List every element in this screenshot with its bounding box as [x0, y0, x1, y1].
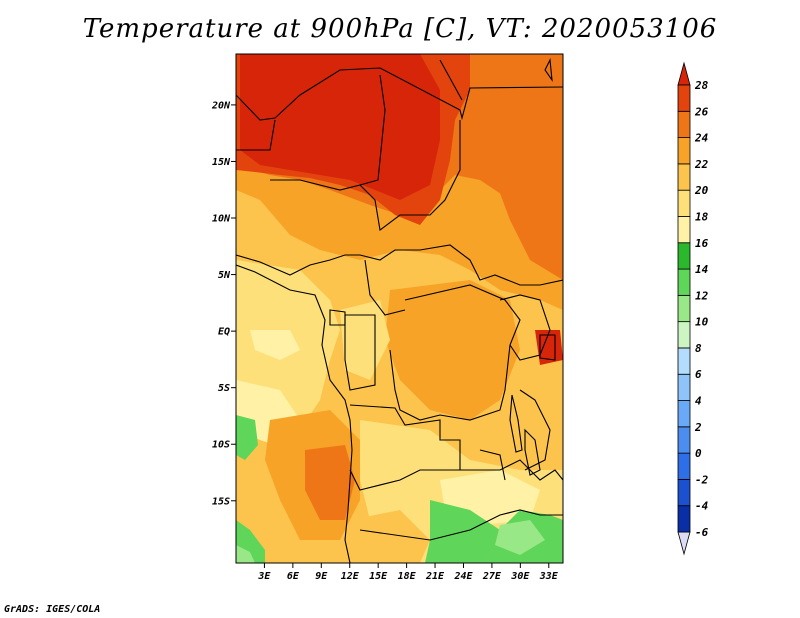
colorbar-swatch	[677, 268, 691, 296]
lon-tick-label: 24E	[453, 571, 473, 582]
map-title: Temperature at 900hPa [C], VT: 202005310…	[82, 14, 718, 44]
colorbar-level-label: 20	[694, 184, 709, 197]
temperature-field	[236, 54, 563, 563]
colorbar-swatch	[677, 505, 691, 533]
colorbar-swatch	[677, 216, 691, 244]
lon-tick-label: 3E	[257, 571, 271, 582]
lat-tick-label: 15S	[212, 496, 230, 507]
lat-tick-label: EQ	[218, 327, 230, 338]
colorbar-swatch	[677, 479, 691, 507]
colorbar-swatch	[677, 110, 691, 138]
colorbar-swatch	[677, 242, 691, 270]
lon-tick-label: 15E	[369, 571, 388, 582]
colorbar-level-label: 26	[694, 105, 709, 118]
colorbar-level-label: -4	[695, 500, 709, 513]
colorbar-level-label: 12	[695, 289, 709, 302]
lon-tick-label: 6E	[287, 571, 300, 582]
lon-tick-label: 33E	[539, 571, 559, 582]
colorbar-swatch	[677, 163, 691, 191]
lon-tick-label: 12E	[341, 571, 360, 582]
lon-tick-label: 9E	[315, 571, 328, 582]
colorbar-level-label: -6	[695, 526, 709, 539]
colorbar-high-cap	[677, 61, 691, 86]
lon-tick-label: 27E	[482, 571, 502, 582]
lat-tick-label: 5N	[218, 270, 231, 281]
latitude-axis: 20N 15N 10N 5N EQ 5S 10S 15S	[211, 100, 236, 507]
lat-tick-label: 10S	[212, 440, 230, 451]
colorbar-level-label: 16	[695, 237, 709, 250]
colorbar-swatch	[677, 373, 691, 401]
colorbar-level-label: 2	[694, 421, 702, 434]
colorbar-level-label: 14	[695, 263, 709, 276]
lat-tick-label: 5S	[218, 383, 230, 394]
colorbar-level-label: 10	[695, 316, 709, 329]
colorbar-level-label: 28	[694, 79, 709, 92]
colorbar-swatch	[677, 189, 691, 217]
lat-tick-label: 15N	[212, 157, 231, 168]
colorbar-level-label: 0	[695, 447, 702, 460]
colorbar-low-cap	[677, 531, 691, 556]
colorbar-level-label: 18	[695, 210, 709, 223]
lat-tick-label: 10N	[212, 214, 231, 225]
colorbar-level-label: 24	[694, 132, 709, 145]
map-frame	[235, 53, 564, 564]
colorbar-swatch	[677, 426, 691, 454]
colorbar-swatch	[677, 452, 691, 480]
colorbar-level-label: 6	[695, 368, 702, 381]
lat-tick-label: 20N	[211, 100, 231, 111]
colorbar-level-label: 22	[694, 158, 709, 171]
lon-tick-label: 21E	[425, 571, 445, 582]
colorbar-swatch	[677, 137, 691, 165]
colorbar-swatch	[677, 84, 691, 112]
colorbar-level-label: 8	[695, 342, 702, 355]
longitude-axis: 3E 6E 9E 12E 15E 18E 21E 24E 27E 30E 33E	[257, 563, 559, 582]
lon-tick-label: 30E	[510, 571, 530, 582]
colorbar-swatch	[677, 321, 691, 349]
colorbar-swatch	[677, 400, 691, 428]
colorbar-level-label: -2	[695, 473, 709, 486]
colorbar-swatch	[677, 294, 691, 323]
lon-tick-label: 18E	[398, 571, 417, 582]
grads-credit: GrADS: IGES/COLA	[4, 604, 101, 615]
colorbar-swatch	[677, 347, 691, 375]
colorbar-level-label: 4	[695, 395, 702, 408]
